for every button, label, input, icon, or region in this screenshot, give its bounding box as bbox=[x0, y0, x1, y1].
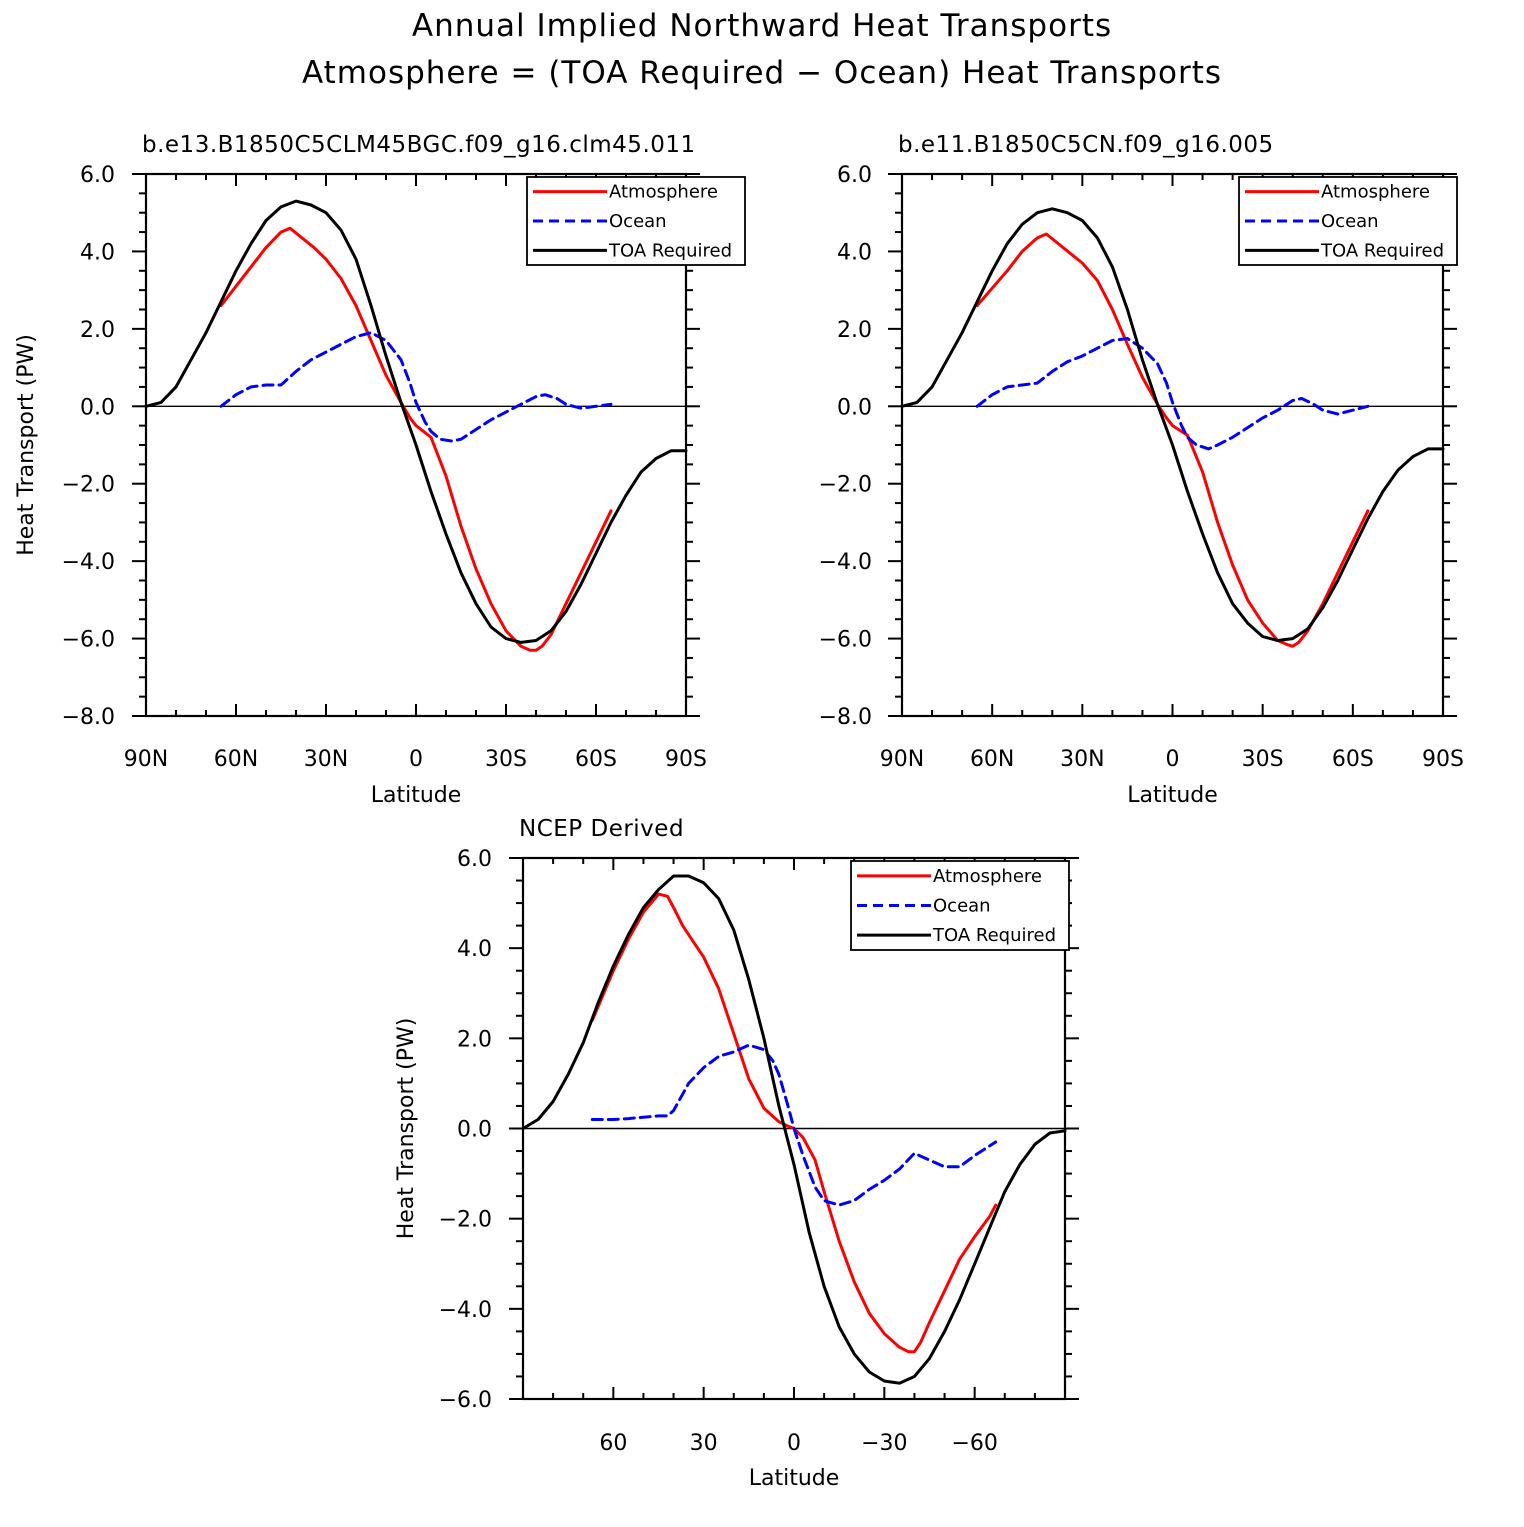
series-line-atmosphere bbox=[975, 232, 1370, 648]
x-tick-label: 0 bbox=[409, 747, 423, 772]
x-tick-label: 30 bbox=[690, 1431, 718, 1456]
y-tick-label: −8.0 bbox=[819, 705, 872, 730]
y-tick-label: −6.0 bbox=[62, 628, 115, 653]
series-line-ocean bbox=[975, 337, 1370, 451]
x-tick-label: 60S bbox=[1332, 747, 1374, 772]
x-tick-label: 30S bbox=[485, 747, 527, 772]
figure-title-line2: Atmosphere = (TOA Required − Ocean) Heat… bbox=[302, 55, 1222, 91]
legend-label: TOA Required bbox=[1320, 240, 1444, 261]
x-tick-label: 60N bbox=[970, 747, 1014, 772]
x-tick-label: −30 bbox=[861, 1431, 907, 1456]
x-tick-label: 0 bbox=[1166, 747, 1180, 772]
y-axis-label: Heat Transport (PW) bbox=[394, 1018, 419, 1240]
y-tick-label: −4.0 bbox=[439, 1298, 492, 1323]
series-line-atmosphere bbox=[590, 892, 998, 1354]
series-line-toa-required bbox=[900, 207, 1445, 642]
series-line-toa-required bbox=[521, 874, 1067, 1385]
y-tick-label: −2.0 bbox=[62, 473, 115, 498]
x-tick-label: −60 bbox=[951, 1431, 997, 1456]
series-line-atmosphere bbox=[219, 226, 613, 652]
legend-label: TOA Required bbox=[932, 925, 1056, 946]
y-tick-label: −4.0 bbox=[62, 550, 115, 575]
panel-title: b.e11.B1850C5CN.f09_g16.005 bbox=[898, 132, 1274, 158]
y-tick-label: −2.0 bbox=[439, 1208, 492, 1233]
x-tick-label: 60N bbox=[214, 747, 258, 772]
x-tick-label: 60 bbox=[599, 1431, 627, 1456]
y-tick-label: 4.0 bbox=[457, 937, 492, 962]
y-tick-label: 4.0 bbox=[837, 240, 872, 265]
y-tick-label: 6.0 bbox=[837, 163, 872, 188]
x-tick-label: 90N bbox=[880, 747, 924, 772]
y-tick-label: −8.0 bbox=[62, 705, 115, 730]
x-axis-label: Latitude bbox=[371, 783, 462, 808]
y-tick-label: 2.0 bbox=[80, 318, 115, 343]
x-tick-label: 60S bbox=[575, 747, 617, 772]
series-line-toa-required bbox=[144, 199, 688, 644]
figure-title-line1: Annual Implied Northward Heat Transports bbox=[412, 8, 1112, 44]
legend-label: Ocean bbox=[933, 896, 991, 917]
panel-title: NCEP Derived bbox=[519, 816, 684, 842]
legend-label: TOA Required bbox=[608, 240, 732, 261]
y-tick-label: −2.0 bbox=[819, 473, 872, 498]
series-line-ocean bbox=[219, 331, 613, 443]
x-tick-label: 90N bbox=[124, 747, 168, 772]
x-axis-label: Latitude bbox=[749, 1466, 840, 1491]
x-tick-label: 30N bbox=[1060, 747, 1104, 772]
y-tick-label: 2.0 bbox=[837, 318, 872, 343]
legend-label: Ocean bbox=[609, 211, 667, 232]
y-tick-label: −6.0 bbox=[439, 1388, 492, 1413]
y-tick-label: 2.0 bbox=[457, 1027, 492, 1052]
legend-label: Atmosphere bbox=[933, 866, 1042, 887]
series-line-ocean bbox=[590, 1043, 998, 1207]
panel-1: 90N 60N 30N 0 30S 60S 90S −8.0 −6.0 −4.0 −2.0 0.0 2.… bbox=[14, 132, 746, 808]
panel-title: b.e13.B1850C5CLM45BGC.f09_g16.clm45.011 bbox=[142, 132, 696, 158]
x-tick-label: 30S bbox=[1242, 747, 1284, 772]
x-tick-label: 90S bbox=[1422, 747, 1464, 772]
y-tick-label: 0.0 bbox=[837, 395, 872, 420]
x-tick-label: 90S bbox=[665, 747, 707, 772]
x-axis-label: Latitude bbox=[1127, 783, 1218, 808]
y-tick-label: −6.0 bbox=[819, 628, 872, 653]
x-tick-label: 0 bbox=[787, 1431, 801, 1456]
y-tick-label: 0.0 bbox=[80, 395, 115, 420]
y-tick-label: 0.0 bbox=[457, 1118, 492, 1143]
legend-label: Ocean bbox=[1321, 211, 1379, 232]
y-tick-label: 6.0 bbox=[80, 163, 115, 188]
x-tick-label: 30N bbox=[304, 747, 348, 772]
y-tick-label: 6.0 bbox=[457, 847, 492, 872]
panel-3: 60 30 0 −30 −60 −6.0 −4.0 −2.0 0.0 2.0 4.0 6.0 NCEP … bbox=[394, 816, 1079, 1491]
legend-label: Atmosphere bbox=[609, 182, 718, 203]
legend-label: Atmosphere bbox=[1321, 182, 1430, 203]
y-tick-label: −4.0 bbox=[819, 550, 872, 575]
panel-2: 90N 60N 30N 0 30S 60S 90S −8.0 −6.0 −4.0 −2.0 0.0 2.… bbox=[819, 132, 1464, 808]
y-axis-label: Heat Transport (PW) bbox=[14, 334, 39, 556]
y-tick-label: 4.0 bbox=[80, 240, 115, 265]
